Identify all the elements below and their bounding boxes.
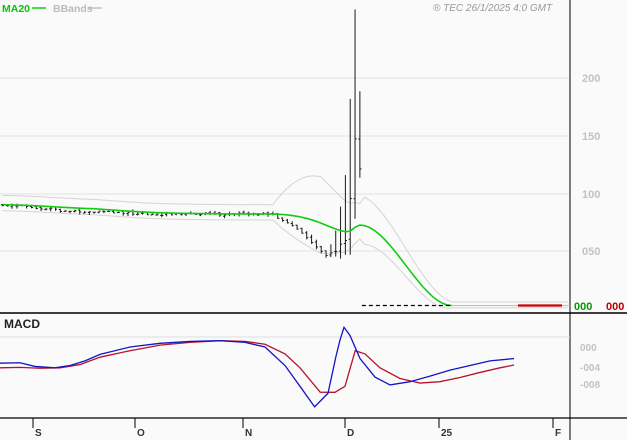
- svg-text:N: N: [245, 428, 252, 439]
- svg-text:MA20: MA20: [2, 3, 30, 15]
- svg-text:O: O: [137, 428, 145, 439]
- svg-text:000: 000: [580, 343, 597, 354]
- svg-text:200: 200: [582, 73, 600, 85]
- svg-text:150: 150: [582, 131, 600, 143]
- svg-text:100: 100: [582, 189, 600, 201]
- svg-text:000: 000: [574, 301, 592, 313]
- svg-text:050: 050: [582, 246, 600, 258]
- svg-text:F: F: [555, 428, 561, 439]
- svg-text:000: 000: [606, 301, 624, 313]
- svg-text:D: D: [347, 428, 354, 439]
- svg-text:MACD: MACD: [4, 317, 40, 331]
- svg-text:® TEC 26/1/2025 4:0 GMT: ® TEC 26/1/2025 4:0 GMT: [433, 3, 553, 14]
- svg-text:BBands: BBands: [53, 3, 93, 15]
- svg-text:25: 25: [441, 428, 453, 439]
- svg-text:S: S: [35, 428, 42, 439]
- svg-text:-008: -008: [580, 380, 600, 391]
- svg-text:-004: -004: [580, 363, 600, 374]
